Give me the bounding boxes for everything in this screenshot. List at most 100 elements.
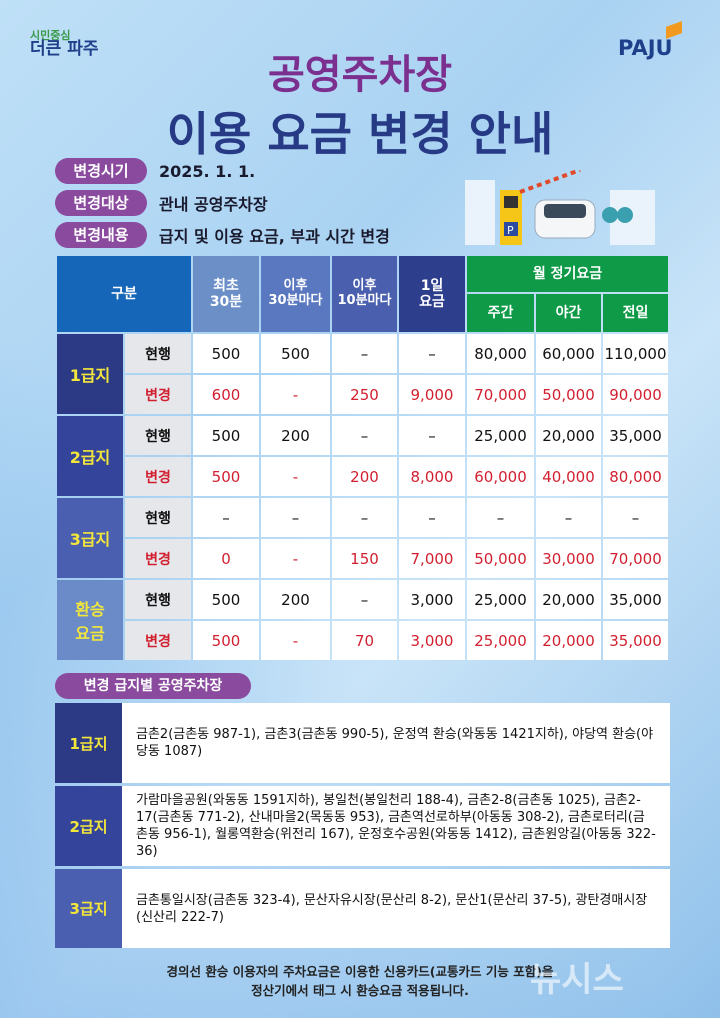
info-label: 변경시기 (55, 158, 147, 184)
fee-row: 변경 500-200 8,000 60,000 40,000 80,000 (57, 457, 668, 496)
footer-note: 경의선 환승 이용자의 주차요금은 이용한 신용카드(교통카드 기능 포함)을 … (0, 962, 720, 1000)
fee-cell: 250 (332, 375, 397, 414)
city-slogan-logo: 시민중심 더큰 파주 (30, 30, 98, 58)
fee-cell: 25,000 (467, 621, 534, 660)
header-night: 야간 (536, 294, 601, 332)
fee-row: 변경 500-70 3,000 25,000 20,000 35,000 (57, 621, 668, 660)
info-row-target: 변경대상 관내 공영주차장 (55, 190, 268, 216)
fee-row: 2급지 현행 500 200– –25,000 20,000 35,000 (57, 416, 668, 496)
fee-cell: 500 (193, 416, 259, 455)
lot-list-grade1: 1급지 금촌2(금촌동 987-1), 금촌3(금촌동 990-5), 운정역 환… (55, 703, 670, 783)
fee-cell: 500 (193, 334, 259, 373)
fee-cell: 60,000 (467, 457, 534, 496)
fee-cell: 50,000 (467, 539, 534, 578)
fee-cell: 80,000 (467, 334, 534, 373)
fee-cell: 35,000 (603, 416, 668, 455)
fee-cell: 60,000 (536, 334, 601, 373)
info-row-period: 변경시기 2025. 1. 1. (55, 158, 255, 184)
fee-row: 변경 0-150 7,000 50,000 30,000 70,000 (57, 539, 668, 578)
lot-grade-label: 1급지 (55, 703, 122, 783)
info-value: 급지 및 이용 요금, 부과 시간 변경 (159, 227, 390, 246)
fee-cell: 9,000 (399, 375, 465, 414)
lot-grade-label: 3급지 (55, 869, 122, 948)
fee-cell: – (467, 498, 534, 537)
row-type-label: 변경 (125, 375, 191, 414)
fee-cell: - (261, 375, 330, 414)
fee-cell: 200 (332, 457, 397, 496)
fee-cell: 20,000 (536, 621, 601, 660)
header-day: 주간 (467, 294, 534, 332)
fee-table: 구분 최초 30분 이후 30분마다 이후 10분마다 1일 요금 월 정기요금… (55, 254, 670, 662)
header-daily: 1일 요금 (399, 256, 465, 332)
fee-cell: 150 (332, 539, 397, 578)
header-monthly: 월 정기요금 (467, 256, 668, 292)
lot-list-text: 금촌2(금촌동 987-1), 금촌3(금촌동 990-5), 운정역 환승(와… (136, 727, 654, 759)
logo-small-text: 시민중심 (30, 29, 71, 42)
fee-cell: 110,000 (603, 334, 668, 373)
fee-cell: 35,000 (603, 621, 668, 660)
fee-cell: – (603, 498, 668, 537)
fee-cell: – (193, 498, 259, 537)
fee-cell: 3,000 (399, 621, 465, 660)
footer-line2: 정산기에서 태그 시 환승요금 적용됩니다. (251, 983, 469, 998)
row-type-label: 현행 (125, 498, 191, 537)
row-type-label: 변경 (125, 457, 191, 496)
fee-cell: 200 (261, 580, 330, 619)
fee-cell: 70 (332, 621, 397, 660)
svg-text:P: P (507, 224, 514, 237)
newsis-watermark: 뉴시스 (530, 960, 624, 1000)
grade-label: 1급지 (57, 334, 123, 414)
logo-big-text: 더큰 파주 (30, 39, 99, 59)
row-type-label: 변경 (125, 539, 191, 578)
parking-gate-illustration: P (465, 170, 655, 245)
fee-row: 3급지 현행 – – – – – – – (57, 498, 668, 578)
lot-list-grade3: 3급지 금촌통일시장(금촌동 323-4), 문산자유시장(문산리 8-2), 문… (55, 869, 670, 948)
fee-cell: 25,000 (467, 580, 534, 619)
header-full: 전일 (603, 294, 668, 332)
fee-cell: 500 (261, 334, 330, 373)
fee-cell: 20,000 (536, 416, 601, 455)
fee-cell: 80,000 (603, 457, 668, 496)
fee-cell: - (261, 457, 330, 496)
section-title: 변경 급지별 공영주차장 (55, 673, 251, 699)
paju-logo: PAJU (618, 21, 682, 60)
fee-cell: 30,000 (536, 539, 601, 578)
header-category: 구분 (57, 256, 191, 332)
fee-cell: 200 (261, 416, 330, 455)
header-per-10min: 이후 10분마다 (332, 256, 397, 332)
info-value: 관내 공영주차장 (159, 195, 268, 214)
fee-row: 변경 600-250 9,000 70,000 50,000 90,000 (57, 375, 668, 414)
fee-cell: 20,000 (536, 580, 601, 619)
fee-row: 환승 요금 현행 500 200–3,000 25,000 20,000 35,000 (57, 580, 668, 660)
fee-cell: - (261, 621, 330, 660)
fee-cell: – (332, 580, 397, 619)
lot-grade-label: 2급지 (55, 786, 122, 866)
row-type-label: 현행 (125, 334, 191, 373)
fee-cell: – (399, 416, 465, 455)
fee-cell: 90,000 (603, 375, 668, 414)
info-row-content: 변경내용 급지 및 이용 요금, 부과 시간 변경 (55, 222, 390, 248)
grade-label: 2급지 (57, 416, 123, 496)
grade-label: 환승 요금 (57, 580, 123, 660)
fee-cell: 500 (193, 621, 259, 660)
paju-logo-text: PAJU (618, 36, 673, 60)
lot-list-text: 금촌통일시장(금촌동 323-4), 문산자유시장(문산리 8-2), 문산1(… (136, 892, 648, 925)
fee-cell: – (332, 416, 397, 455)
header-per-30min: 이후 30분마다 (261, 256, 330, 332)
fee-cell: 25,000 (467, 416, 534, 455)
fee-cell: 35,000 (603, 580, 668, 619)
fee-cell: 600 (193, 375, 259, 414)
fee-cell: – (399, 498, 465, 537)
info-label: 변경내용 (55, 222, 147, 248)
fee-cell: - (261, 539, 330, 578)
title-line2: 이용 요금 변경 안내 (166, 107, 554, 161)
lot-list-grade2: 2급지 가람마을공원(와동동 1591지하), 봉일천(봉일천리 188-4), … (55, 786, 670, 866)
fee-cell: – (332, 334, 397, 373)
fee-cell: 70,000 (603, 539, 668, 578)
fee-cell: – (261, 498, 330, 537)
fee-cell: 500 (193, 457, 259, 496)
grade-label: 3급지 (57, 498, 123, 578)
fee-cell: 0 (193, 539, 259, 578)
fee-cell: – (399, 334, 465, 373)
title-line1: 공영주차장 (268, 52, 452, 98)
